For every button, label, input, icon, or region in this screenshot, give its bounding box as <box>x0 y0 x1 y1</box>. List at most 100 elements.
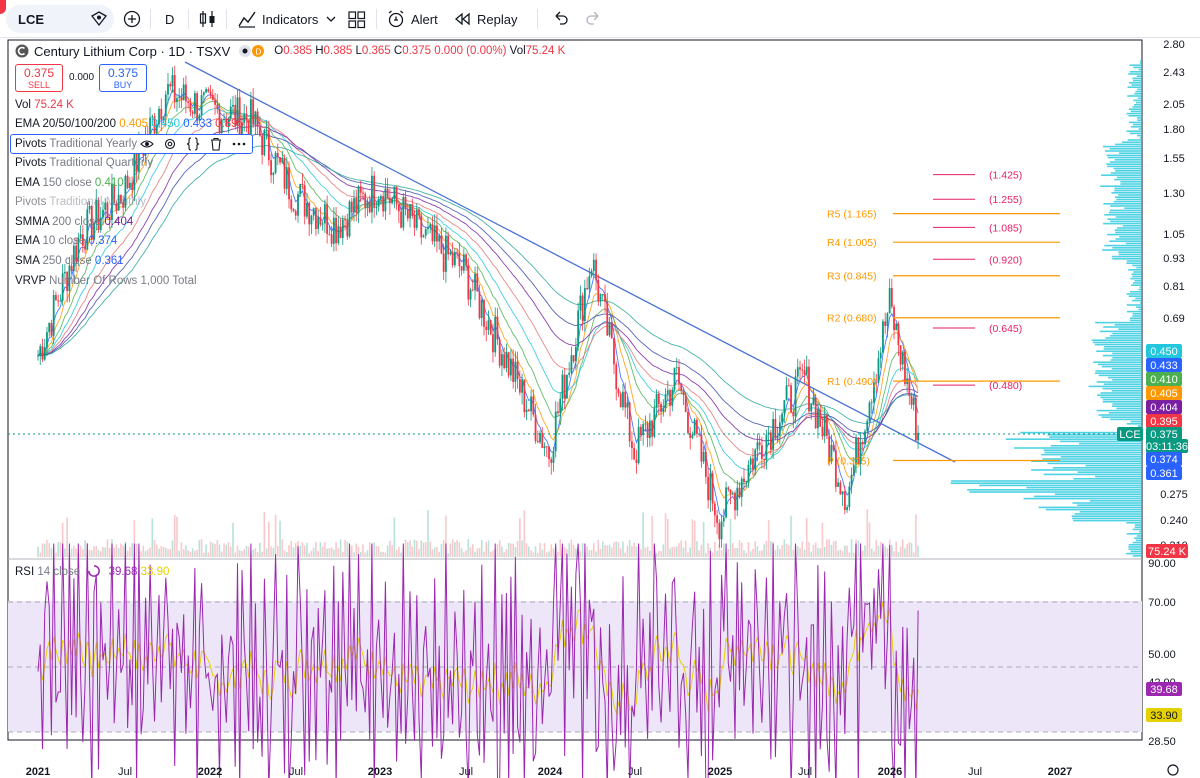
volume-bar <box>438 552 440 557</box>
vrvp-row <box>1096 350 1142 352</box>
vrvp-row <box>1136 540 1142 542</box>
volume-bar <box>248 546 250 557</box>
gear-icon[interactable] <box>163 137 177 151</box>
indicator-row[interactable]: SMA 250 close 0.361 <box>15 252 124 270</box>
vrvp-row <box>1140 302 1142 304</box>
candle-body <box>913 398 915 405</box>
vrvp-row <box>1114 179 1142 181</box>
indicator-row[interactable]: EMA 150 close 0.410 <box>15 174 124 192</box>
buy-button[interactable]: 0.375 BUY <box>99 64 147 92</box>
sell-label: SELL <box>16 79 62 91</box>
replay-button[interactable]: Replay <box>453 4 517 34</box>
indicator-row[interactable]: SMMA 200 close 0.404 <box>15 213 133 231</box>
pivot-label: R4 (1.005) <box>827 237 877 249</box>
time-tick-label: 2025 <box>708 766 732 778</box>
price-tick-label: 2.80 <box>1163 39 1184 51</box>
rsi-value-text: 33.90 <box>1150 710 1178 722</box>
loading-icon <box>87 565 101 577</box>
symbol-compare-icon[interactable] <box>90 11 108 27</box>
price-tick-label: 0.69 <box>1163 313 1184 325</box>
time-tick-label: Jul <box>968 766 982 778</box>
volume-bar <box>871 549 873 557</box>
trash-icon[interactable] <box>209 137 223 151</box>
vrvp-row <box>1093 342 1142 344</box>
indicator-row[interactable]: Pivots Traditional Monthly <box>15 193 146 211</box>
vrvp-row <box>1097 394 1142 396</box>
candle-body <box>416 210 418 228</box>
volume-bar <box>766 541 768 557</box>
candle-body <box>393 186 395 198</box>
candle-body <box>636 460 638 463</box>
volume-bar <box>530 550 532 557</box>
volume-bar <box>743 550 745 557</box>
vrvp-row <box>1095 344 1142 346</box>
layout-grid-icon[interactable] <box>348 4 366 34</box>
eye-icon[interactable] <box>140 137 154 151</box>
volume-bar <box>329 548 331 557</box>
candle-body <box>353 198 355 212</box>
more-icon[interactable] <box>232 137 246 151</box>
volume-bar <box>373 542 375 557</box>
vrvp-row <box>1072 515 1142 517</box>
indicator-params: 200 close <box>49 216 101 228</box>
vrvp-row <box>1044 449 1142 451</box>
volume-bar <box>761 550 763 557</box>
volume-bar <box>593 543 595 557</box>
volume-bar <box>66 518 68 557</box>
candles-icon[interactable] <box>199 4 217 34</box>
vrvp-row <box>1093 361 1142 363</box>
candle-body <box>48 323 50 332</box>
candle-body <box>694 420 696 435</box>
time-tick-label: 2022 <box>198 766 222 778</box>
indicator-row[interactable]: VRVP Number Of Rows 1,000 Total <box>15 272 197 290</box>
volume-bar <box>216 540 218 557</box>
candle-body <box>582 296 584 321</box>
undo-icon[interactable] <box>552 4 570 34</box>
redo-icon[interactable] <box>584 4 602 34</box>
volume-bar <box>559 539 561 557</box>
indicator-row[interactable]: EMA 20/50/100/200 0.405 0.450 0.433 0.39… <box>15 115 244 133</box>
candle-body <box>306 203 308 217</box>
vrvp-row <box>1100 185 1142 187</box>
candle-body <box>42 346 44 359</box>
vrvp-row <box>1107 166 1142 168</box>
indicator-row[interactable]: Vol 75.24 K <box>15 96 74 114</box>
volume-bar <box>598 540 600 557</box>
vrvp-row <box>1116 199 1142 201</box>
add-symbol-icon[interactable] <box>122 4 142 34</box>
candle-body <box>178 97 180 98</box>
indicator-row[interactable]: EMA 10 close 0.374 <box>15 232 117 250</box>
volume-bar <box>582 543 584 557</box>
interval-button[interactable]: D <box>165 4 174 34</box>
candle-body <box>340 227 342 238</box>
vrvp-row <box>1086 465 1142 467</box>
volume-bar <box>190 552 192 557</box>
volume-bar <box>214 544 216 557</box>
volume-bar <box>900 547 902 557</box>
volume-bar <box>178 551 180 557</box>
vrvp-row <box>1132 273 1142 275</box>
indicators-button[interactable]: Indicators <box>238 4 318 34</box>
volume-bar <box>557 552 559 557</box>
volume-bar <box>380 552 382 557</box>
vrvp-row <box>1118 251 1142 253</box>
candle-body <box>483 300 485 327</box>
candle-body <box>261 136 263 155</box>
vrvp-row <box>1039 507 1142 509</box>
candle-body <box>674 368 676 390</box>
alert-button[interactable]: Alert <box>387 4 438 34</box>
volume-bar <box>479 548 481 557</box>
candle-body <box>427 228 429 229</box>
volume-bar <box>241 551 243 557</box>
rsi-tick-label: 28.50 <box>1148 736 1176 748</box>
indicator-value: 0.410 <box>92 177 124 189</box>
indicator-row[interactable]: Pivots Traditional Quarterly <box>15 154 153 172</box>
indicator-row[interactable]: Pivots Traditional Yearly <box>15 135 137 153</box>
sell-button[interactable]: 0.375 SELL <box>15 64 63 92</box>
volume-bar <box>427 510 429 557</box>
braces-icon[interactable] <box>186 137 200 151</box>
chevron-down-icon[interactable] <box>325 4 337 34</box>
volume-bar <box>411 547 413 557</box>
symbol-search[interactable]: LCE <box>6 5 114 33</box>
vrvp-row <box>1026 487 1142 489</box>
